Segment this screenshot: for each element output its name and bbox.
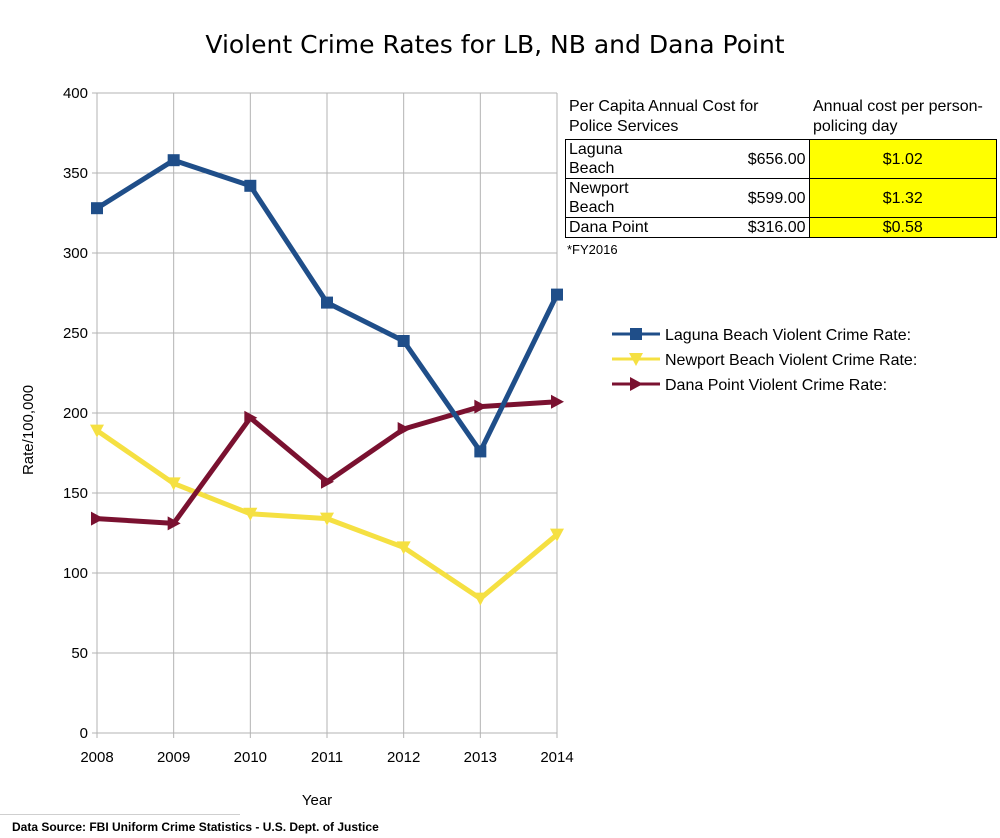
legend-label: Dana Point Violent Crime Rate: — [665, 377, 887, 394]
x-axis-title: Year — [302, 792, 332, 809]
table-row: Dana Point $316.00 $0.58 — [565, 217, 998, 238]
data-point — [166, 477, 181, 491]
axes — [92, 92, 558, 738]
data-point — [474, 445, 487, 458]
x-tick-label: 2009 — [157, 749, 190, 766]
data-point — [321, 474, 334, 489]
y-tick-label: 150 — [63, 485, 88, 502]
legend-item: Newport Beach Violent Crime Rate: — [612, 352, 917, 369]
y-tick-label: 350 — [63, 165, 88, 182]
cost-table-body: Laguna Beach $656.00 $1.02 Newport Beach… — [565, 139, 998, 238]
y-tick-label: 0 — [80, 725, 88, 742]
data-point — [90, 424, 104, 438]
table-header: Per Capita Annual Cost for Police Servic… — [565, 97, 997, 139]
y-tick-label: 400 — [63, 85, 88, 102]
legend-label: Newport Beach Violent Crime Rate: — [665, 352, 917, 369]
table-row: Laguna Beach $656.00 $1.02 — [565, 139, 998, 179]
x-tick-label: 2008 — [80, 749, 113, 766]
data-point — [550, 528, 564, 542]
data-point — [321, 296, 333, 309]
annual-cost-cell: $656.00 — [672, 139, 810, 179]
header-daily-cost: Annual cost per person-policing day — [813, 98, 983, 135]
y-axis-title: Rate/100,000 — [20, 385, 37, 475]
daily-cost-cell: $0.58 — [808, 217, 998, 238]
y-tick-label: 100 — [63, 565, 88, 582]
city-cell: Newport Beach — [565, 178, 673, 218]
y-tick-label: 250 — [63, 325, 88, 342]
legend: Laguna Beach Violent Crime Rate: Newport … — [612, 327, 917, 394]
x-tick-label: 2013 — [464, 749, 497, 766]
legend-swatch-marker — [629, 353, 643, 366]
x-tick-label: 2010 — [234, 749, 267, 766]
data-point — [474, 399, 488, 414]
legend-label: Laguna Beach Violent Crime Rate: — [665, 327, 911, 344]
x-tick-label: 2014 — [540, 749, 573, 766]
header-annual-cost: Per Capita Annual Cost for Police Servic… — [569, 98, 759, 135]
data-point — [167, 516, 181, 531]
legend-swatch-marker — [630, 328, 642, 340]
legend-swatch-marker — [630, 377, 643, 391]
data-point — [551, 394, 564, 409]
tick-labels: 0 50 100 150 200 250 300 350 400 2008 2009 2010 2011… — [63, 85, 574, 766]
data-point — [473, 592, 488, 606]
legend-item: Dana Point Violent Crime Rate: — [612, 377, 887, 394]
series-1 — [91, 154, 563, 458]
data-point — [396, 541, 411, 555]
y-tick-label: 50 — [71, 645, 88, 662]
series-2 — [90, 424, 564, 606]
x-tick-label: 2012 — [387, 749, 420, 766]
x-tick-label: 2011 — [311, 749, 343, 766]
city-cell: Laguna Beach — [565, 139, 673, 179]
series-3 — [91, 394, 564, 531]
data-point — [91, 202, 103, 215]
city-cell: Dana Point — [565, 217, 673, 238]
daily-cost-cell: $1.02 — [808, 139, 998, 179]
series-lines — [90, 154, 564, 606]
annual-cost-cell: $599.00 — [672, 178, 810, 218]
data-point — [397, 422, 411, 436]
fiscal-year-note: *FY2016 — [567, 242, 618, 257]
data-source: Data Source: FBI Uniform Crime Statistic… — [12, 820, 379, 834]
data-point — [243, 507, 258, 521]
data-point — [244, 410, 258, 425]
grid-lines — [96, 92, 558, 734]
y-tick-label: 300 — [63, 245, 88, 262]
data-point — [320, 512, 334, 526]
data-point — [167, 154, 180, 167]
chart-title: Violent Crime Rates for LB, NB and Dana … — [205, 30, 785, 59]
data-point — [244, 179, 257, 192]
y-tick-label: 200 — [63, 405, 88, 422]
data-point — [91, 511, 104, 526]
annual-cost-cell: $316.00 — [672, 217, 810, 238]
legend-item: Laguna Beach Violent Crime Rate: — [612, 327, 911, 344]
police-cost-table: Per Capita Annual Cost for Police Servic… — [565, 97, 998, 257]
data-point — [397, 335, 410, 347]
daily-cost-cell: $1.32 — [808, 178, 998, 218]
source-divider — [0, 814, 240, 815]
data-point — [551, 288, 563, 301]
table-row: Newport Beach $599.00 $1.32 — [565, 178, 998, 218]
